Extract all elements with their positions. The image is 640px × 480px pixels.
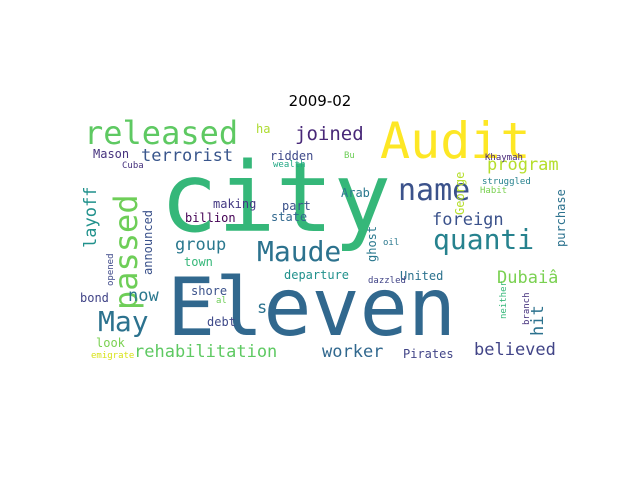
cloud-word-look: look [96,336,125,350]
cloud-word-struggled: struggled [482,177,531,187]
cloud-word-joined: joined [295,123,364,145]
cloud-word-neither: neither [499,281,509,319]
cloud-word-layoff: layoff [81,186,101,248]
cloud-word-dubai-: Dubaiâ [497,268,559,288]
cloud-word-making: making [213,197,257,211]
chart-title: 2009-02 [288,92,352,110]
cloud-word-billion: billion [185,211,236,225]
cloud-word-khaymah: Khaymah [485,153,523,163]
cloud-word-al: al [216,296,227,306]
cloud-word-bu: Bu [344,151,355,161]
cloud-word-cuba: Cuba [122,161,144,171]
cloud-word-town: town [184,255,213,269]
cloud-word-s: s [257,298,268,318]
cloud-word-habit: Habit [480,186,508,196]
cloud-word-arab: Arab [341,186,370,200]
cloud-word-may: May [98,305,149,338]
cloud-word-emigrate: emigrate [91,351,135,361]
cloud-word-eleven: Eleven [167,261,456,354]
cloud-word-debt: debt [207,315,236,329]
cloud-word-mason: Mason [93,147,130,161]
cloud-word-oil: oil [383,238,400,248]
cloud-word-shore: shore [191,284,228,298]
cloud-word-maude: Maude [257,235,342,268]
cloud-word-ghost: ghost [365,225,379,262]
cloud-word-announced: announced [141,209,155,275]
cloud-word-part: part [282,199,311,213]
cloud-word-city: city [160,142,392,254]
cloud-word-now: now [128,286,159,306]
cloud-word-pirates: Pirates [403,347,454,361]
cloud-word-bond: bond [80,291,109,305]
cloud-word-ridden: ridden [270,149,314,163]
word-cloud: city Eleven Audit released passed name quanti M… [80,114,568,362]
cloud-word-released: released [84,114,239,152]
cloud-word-purchase: purchase [554,189,568,247]
cloud-word-terrorist: terrorist [141,146,234,166]
cloud-word-rehabilitation: rehabilitation [134,342,278,362]
cloud-word-name: name [398,173,471,208]
cloud-word-wealth: wealth [273,160,306,170]
cloud-word-ha: ha [256,122,271,136]
cloud-word-departure: departure [284,268,350,282]
cloud-word-state: state [271,210,308,224]
cloud-word-dazzled: dazzled [368,276,406,286]
cloud-word-program: program [487,155,559,175]
cloud-word-audit: Audit [380,112,531,170]
cloud-word-united: United [400,269,444,283]
cloud-word-foreign: foreign [432,210,504,230]
cloud-word-hit: hit [528,305,548,336]
cloud-word-worker: worker [322,342,384,362]
cloud-word-george: George [453,171,467,215]
cloud-word-believed: believed [474,340,556,360]
cloud-word-branch: branch [522,292,532,325]
cloud-word-group: group [175,235,227,255]
cloud-word-opened: opened [106,253,116,286]
cloud-word-quanti: quanti [433,223,535,256]
